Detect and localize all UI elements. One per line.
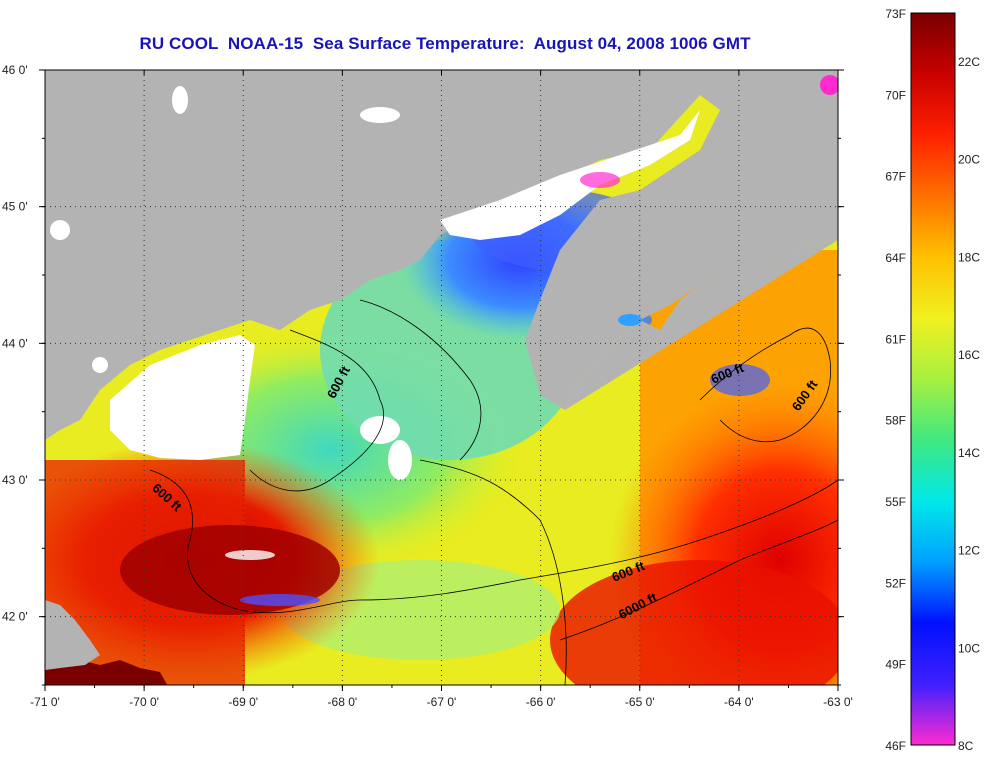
lon-tick-label: -68 0' (328, 695, 358, 709)
lon-tick-label: -67 0' (427, 695, 457, 709)
lon-tick-label: -71 0' (30, 695, 60, 709)
contour-600ft-c (419, 459, 567, 685)
cloud-fundy (440, 110, 700, 240)
lon-tick-label: -65 0' (625, 695, 655, 709)
lat-tick-label: 44 0' (2, 336, 28, 350)
lat-tick-label: 45 0' (2, 200, 28, 214)
lon-tick-label: -66 0' (526, 695, 556, 709)
contour-600ft-b (149, 469, 838, 614)
celsius-label: 20C (958, 153, 980, 167)
lon-tick-label: -63 0' (823, 695, 853, 709)
contour-600ft-a (249, 329, 384, 492)
celsius-labels: 22C 20C 18C 16C 14C 12C 10C 8C (958, 55, 980, 753)
lat-tick-label: 43 0' (2, 473, 28, 487)
celsius-label: 10C (958, 641, 980, 655)
fahrenheit-label: 61F (885, 332, 906, 346)
fahrenheit-label: 52F (885, 576, 906, 590)
fahrenheit-label: 70F (885, 88, 906, 102)
lat-tick-label: 42 0' (2, 610, 28, 624)
fahrenheit-label: 55F (885, 495, 906, 509)
fahrenheit-label: 49F (885, 658, 906, 672)
map-title: RU COOL NOAA-15 Sea Surface Temperature:… (139, 34, 751, 53)
celsius-label: 22C (958, 55, 980, 69)
fahrenheit-label: 46F (885, 739, 906, 753)
lat-lon-grid (45, 70, 838, 685)
frame-ticks (39, 69, 844, 691)
contour-6000ft (559, 519, 838, 641)
latitude-tick-labels: 46 0' 45 0' 44 0' 43 0' 42 0' (2, 63, 28, 624)
cloud-maine (110, 335, 255, 460)
contour-600ft-e (359, 299, 482, 461)
contour-600ft-d (699, 327, 832, 443)
lat-tick-label: 46 0' (2, 63, 28, 77)
land-mass (45, 70, 838, 440)
celsius-label: 12C (958, 544, 980, 558)
fahrenheit-labels: 73F 70F 67F 64F 61F 58F 55F 52F 49F 46F (885, 7, 906, 753)
lon-tick-label: -70 0' (129, 695, 159, 709)
fahrenheit-label: 73F (885, 7, 906, 21)
celsius-label: 18C (958, 250, 980, 264)
fahrenheit-label: 58F (885, 414, 906, 428)
fahrenheit-label: 67F (885, 170, 906, 184)
longitude-tick-labels: -71 0' -70 0' -69 0' -68 0' -67 0' -66 0' -65 … (30, 695, 853, 709)
temperature-colorbar: 73F 70F 67F 64F 61F 58F 55F 52F 49F 46F 22C 20C 18C… (885, 7, 980, 753)
celsius-label: 8C (958, 739, 974, 753)
celsius-label: 14C (958, 446, 980, 460)
lon-tick-label: -64 0' (724, 695, 754, 709)
lon-tick-label: -69 0' (228, 695, 258, 709)
celsius-label: 16C (958, 348, 980, 362)
fahrenheit-label: 64F (885, 251, 906, 265)
colorbar-scale (910, 12, 956, 746)
